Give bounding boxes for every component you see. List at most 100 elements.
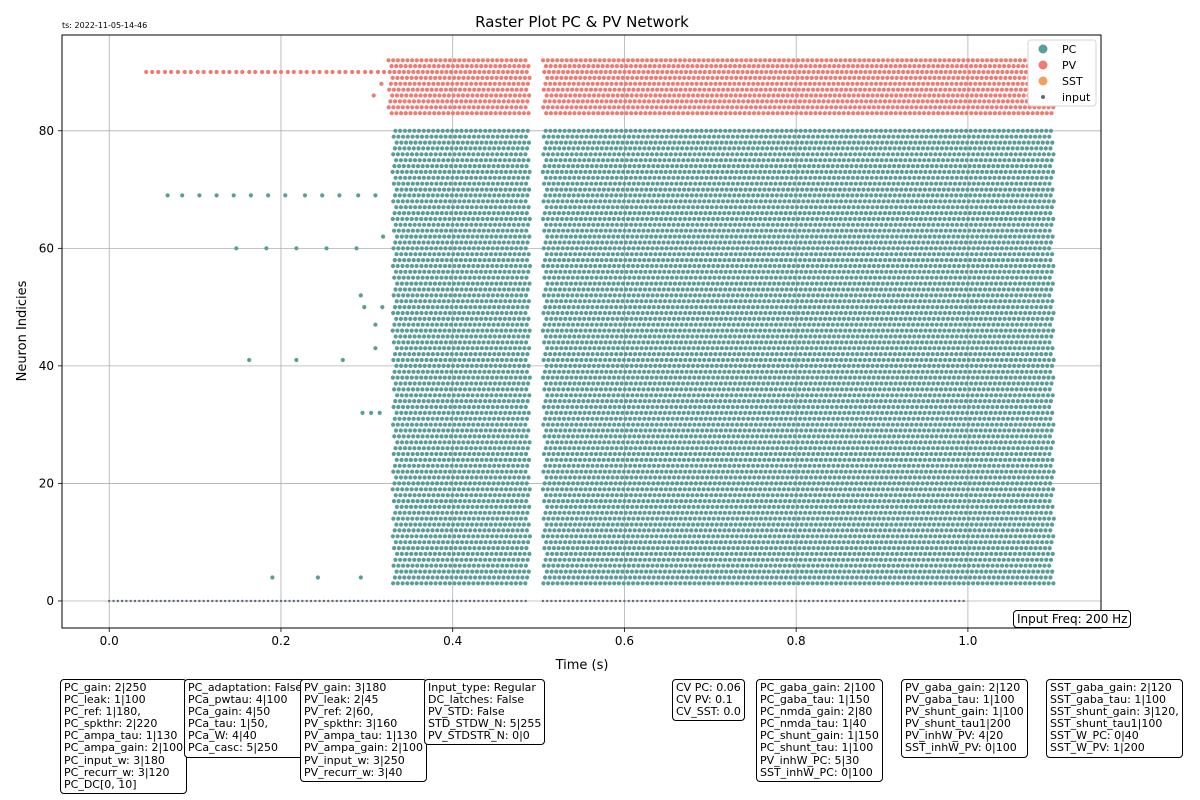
spike-point [438, 534, 443, 539]
spike-point [412, 557, 417, 562]
spike-point [1021, 569, 1026, 574]
spike-point [396, 451, 401, 457]
spike-point [873, 434, 878, 439]
spike-point [926, 475, 932, 480]
spike-point [770, 381, 775, 386]
spike-point [921, 557, 926, 562]
spike-point [612, 516, 617, 521]
spike-point [1026, 522, 1031, 527]
spike-point [491, 546, 496, 551]
spike-point [710, 440, 715, 445]
spike-point [633, 446, 638, 451]
spike-point [635, 422, 640, 427]
spike-point [404, 504, 409, 509]
spike-point [854, 575, 859, 580]
spike-point [621, 581, 626, 586]
spike-point [1003, 457, 1008, 462]
spike-point [675, 463, 680, 468]
spike-point [935, 463, 940, 468]
spike-point [679, 546, 684, 551]
spike-point [628, 510, 633, 515]
spike-point [767, 422, 773, 427]
spike-point [640, 516, 646, 521]
spike-point [509, 451, 514, 457]
spike-point [826, 510, 831, 515]
spike-point [773, 516, 778, 521]
spike-point [667, 457, 672, 462]
spike-point [779, 557, 784, 562]
spike-point [978, 381, 983, 386]
spike-point [717, 546, 722, 551]
spike-point [522, 487, 528, 492]
spike-point [957, 404, 962, 410]
spike-point [476, 422, 481, 427]
spike-point [675, 510, 680, 515]
spike-point [553, 446, 558, 451]
spike-point [743, 504, 748, 509]
spike-point [661, 575, 666, 580]
spike-point [1013, 469, 1018, 474]
spike-point [854, 387, 859, 392]
spike-point [704, 428, 710, 433]
spike-point [691, 457, 696, 462]
spike-point [414, 534, 419, 539]
spike-point [499, 534, 504, 539]
spike-point [464, 428, 469, 433]
spike-point [603, 499, 608, 504]
spike-point [425, 528, 430, 533]
spike-point [446, 475, 451, 480]
spike-point [967, 528, 973, 533]
spike-point [490, 451, 495, 457]
spike-point [593, 469, 598, 474]
spike-point [931, 446, 936, 451]
spike-point [638, 493, 643, 498]
spike-point [714, 428, 719, 433]
spike-point [882, 546, 887, 551]
spike-point [747, 493, 752, 498]
spike-point [504, 404, 509, 410]
spike-point [977, 416, 982, 421]
spike-point [869, 540, 875, 545]
spike-point [1007, 475, 1012, 480]
spike-point [409, 375, 414, 380]
spike-point [937, 487, 942, 492]
spike-point [930, 510, 935, 515]
spike-point [940, 381, 945, 386]
spike-point [437, 569, 442, 574]
spike-point [891, 546, 897, 551]
spike-point [913, 504, 918, 509]
spike-point [432, 504, 437, 509]
spike-point [527, 393, 532, 398]
spike-point [793, 575, 798, 580]
spike-point [609, 510, 614, 515]
spike-point [679, 499, 684, 504]
spike-point [1028, 404, 1033, 410]
spike-point [621, 487, 626, 492]
spike-point [985, 534, 990, 539]
spike-point [725, 487, 730, 492]
spike-point [766, 569, 771, 574]
spike-point [911, 463, 916, 468]
spike-point [520, 528, 525, 533]
spike-point [952, 422, 957, 427]
spike-point [456, 487, 461, 492]
spike-point [635, 581, 640, 586]
spike-point [988, 457, 994, 462]
spike-point [471, 534, 476, 539]
spike-point [398, 446, 403, 451]
spike-point [897, 463, 902, 468]
spike-point [609, 399, 614, 404]
spike-point [979, 504, 984, 509]
spike-point [637, 575, 642, 580]
spike-point [914, 422, 919, 427]
spike-point [898, 493, 903, 498]
spike-point [502, 381, 507, 386]
spike-point [650, 563, 655, 568]
spike-point [720, 440, 725, 445]
spike-point [1004, 469, 1009, 474]
spike-point [963, 416, 968, 421]
spike-point [882, 387, 887, 392]
spike-point [447, 375, 452, 380]
spike-point [790, 410, 795, 415]
spike-point [905, 499, 911, 504]
